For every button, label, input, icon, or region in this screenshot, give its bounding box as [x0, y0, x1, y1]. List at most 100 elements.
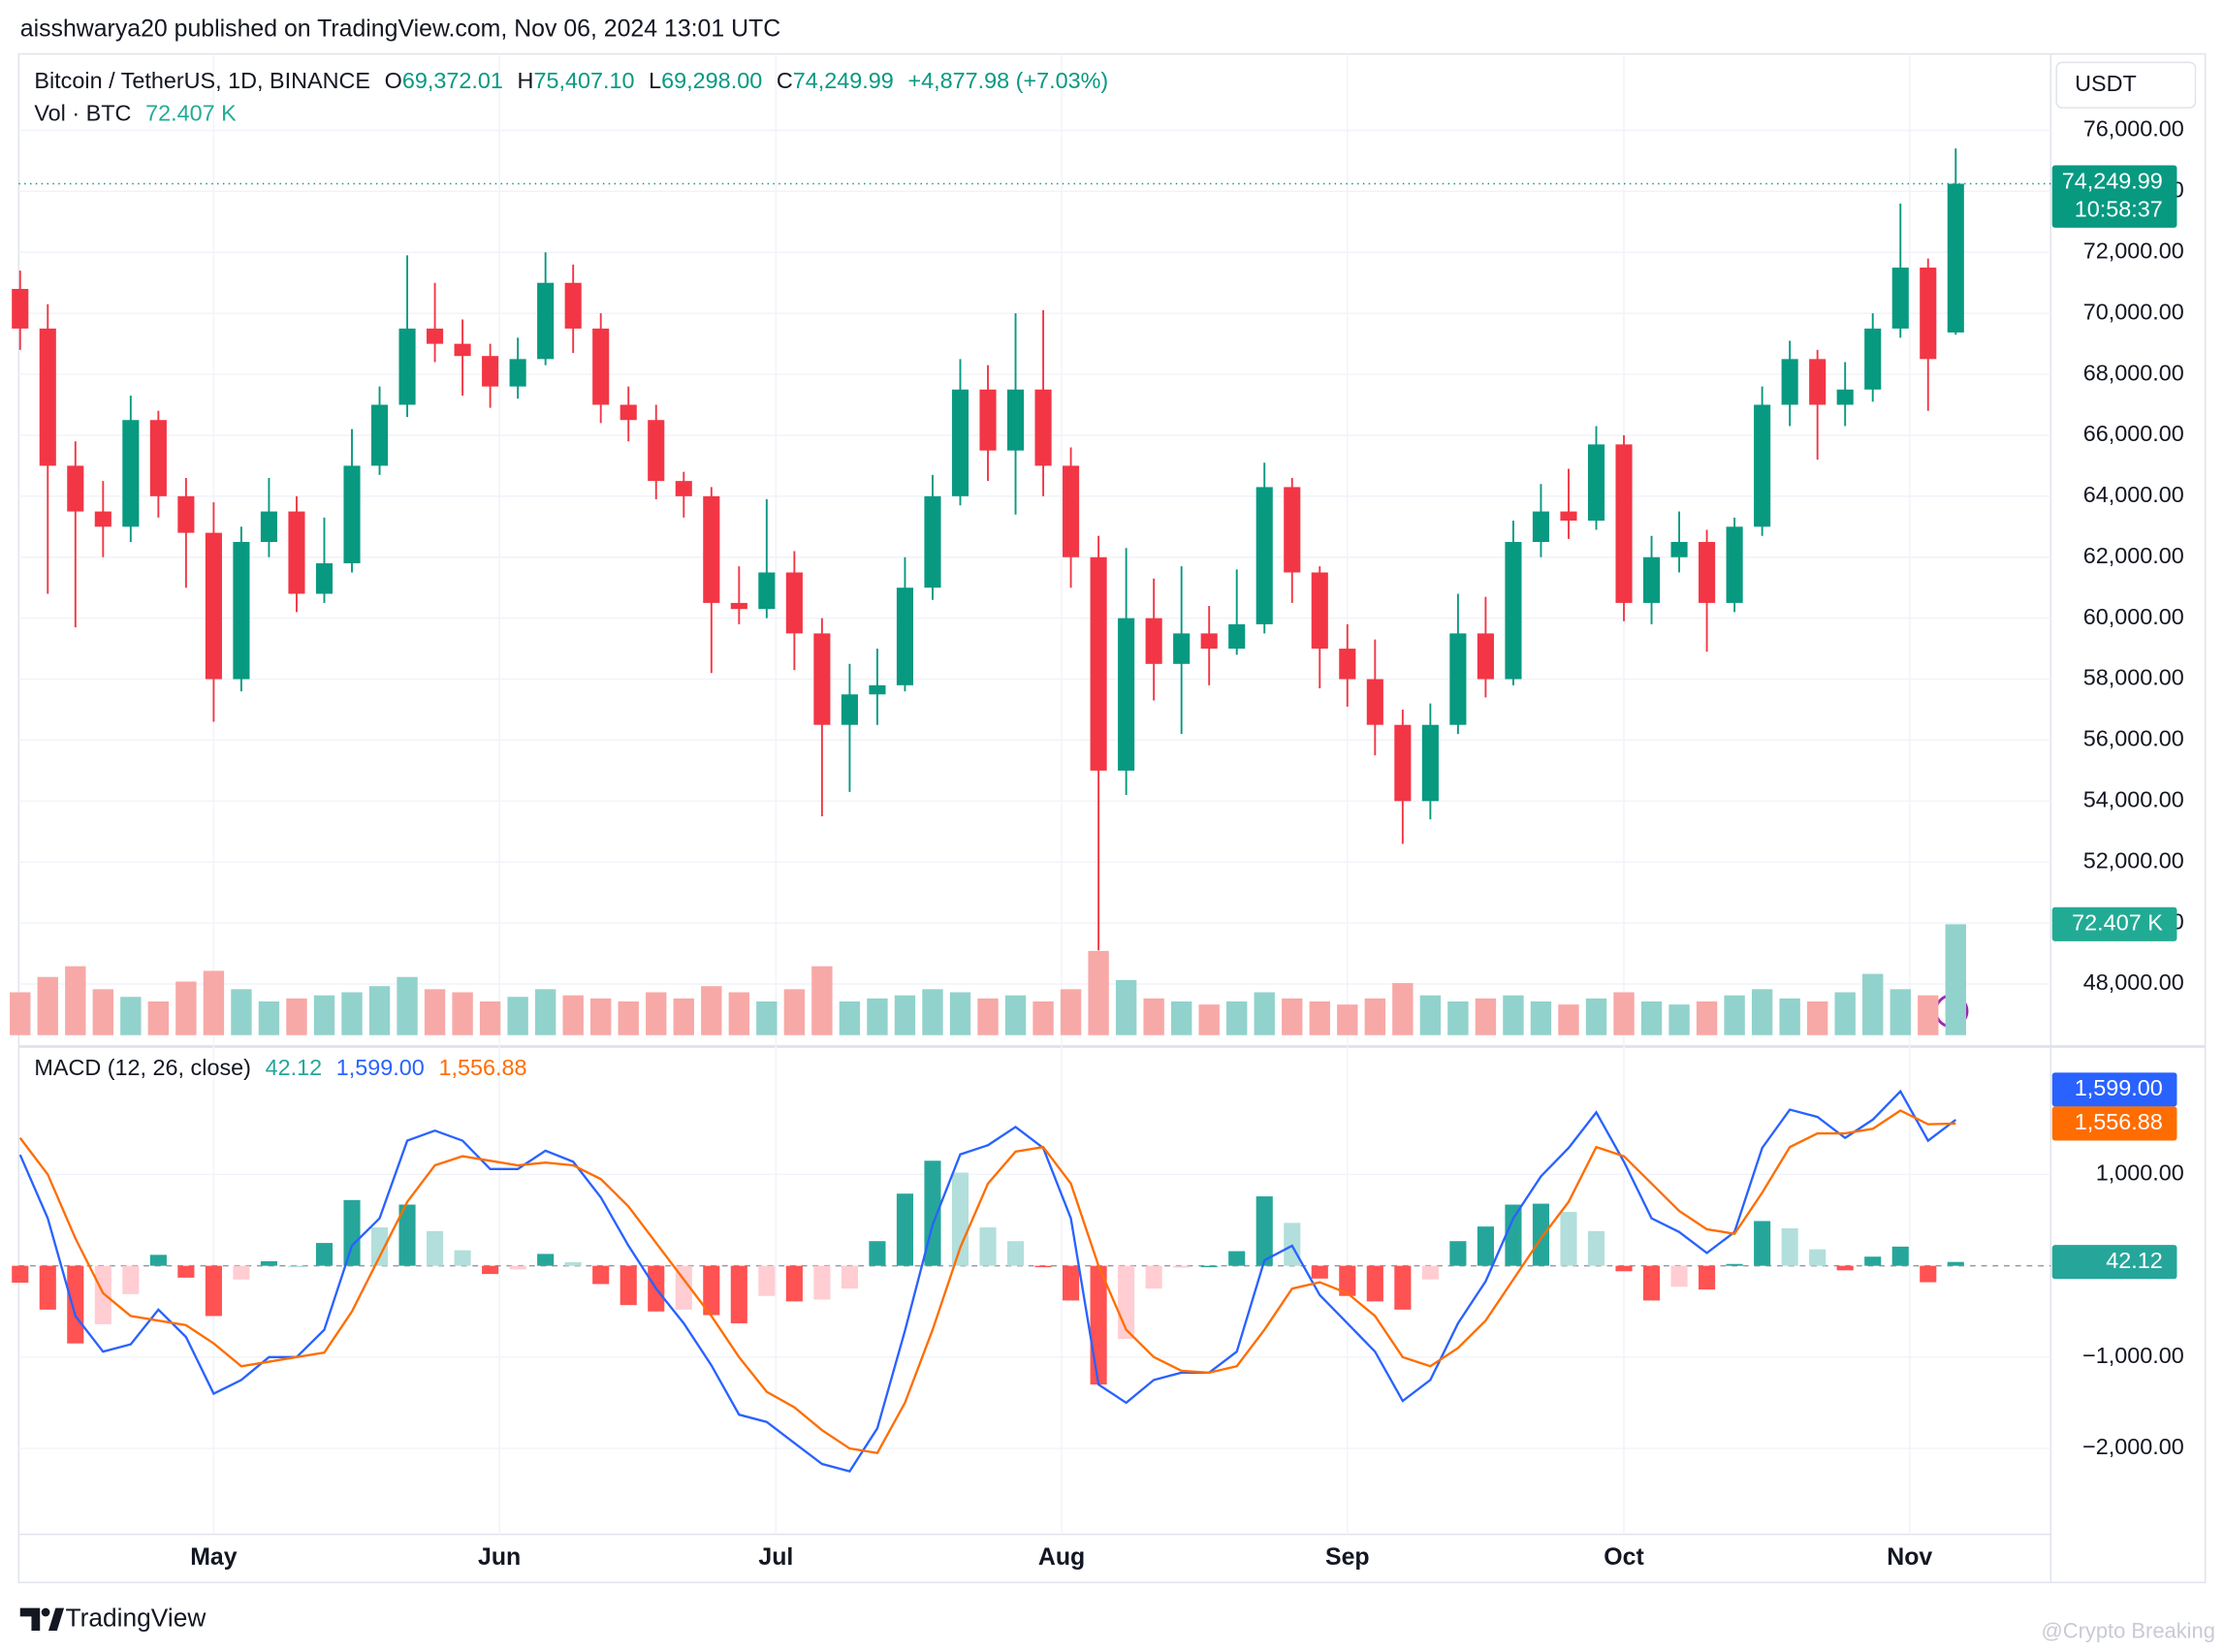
macd-line: [18, 1109, 1956, 1455]
volume-bar: [286, 998, 307, 1035]
volume-bar: [1806, 1001, 1828, 1035]
ohlc-legend: Bitcoin / TetherUS, 1D, BINANCE O69,372.0…: [34, 68, 1108, 93]
candle-body: [951, 389, 969, 496]
histogram-bar: [1063, 1265, 1080, 1301]
candle-body: [1477, 633, 1494, 680]
histogram-bar: [1587, 1230, 1605, 1266]
x-tick-label: Jul: [758, 1543, 793, 1571]
histogram-bar: [841, 1265, 858, 1289]
macd-title: MACD (12, 26, close): [34, 1055, 251, 1080]
volume-bar: [1890, 989, 1911, 1035]
candle-body: [869, 684, 886, 695]
histogram-bar: [454, 1250, 471, 1266]
candle-body: [149, 420, 167, 496]
histogram-bar: [1726, 1263, 1743, 1266]
candle-body: [398, 328, 416, 405]
x-tick-label: Jun: [478, 1543, 521, 1571]
price-label-box: [2051, 165, 2177, 228]
volume-bar: [949, 992, 971, 1035]
candle-body: [1560, 511, 1577, 522]
histogram-bar: [398, 1204, 416, 1266]
histogram-bar: [1615, 1265, 1633, 1272]
volume-bar: [1585, 998, 1607, 1035]
histogram-bar: [315, 1243, 334, 1266]
histogram-bar: [592, 1265, 610, 1285]
histogram-bar: [703, 1265, 720, 1316]
candle-body: [1006, 389, 1025, 451]
y-tick-label: 58,000.00: [2083, 665, 2184, 690]
candle-body: [1255, 487, 1273, 624]
candle-body: [12, 289, 29, 329]
price-label-text: 74,249.99: [2062, 168, 2163, 193]
histogram-bar: [1284, 1223, 1301, 1266]
histogram-bar: [427, 1230, 444, 1266]
volume-bar: [37, 976, 58, 1035]
candle-body: [1809, 359, 1827, 405]
volume-bar: [1226, 1001, 1248, 1035]
volume-bar: [977, 998, 999, 1035]
candle-body: [1670, 542, 1688, 557]
candle-body: [730, 602, 747, 610]
price-label-box: [2051, 1072, 2177, 1107]
volume-bar: [839, 1001, 861, 1035]
y-tick-label: 66,000.00: [2083, 421, 2184, 446]
histogram-bar: [177, 1265, 195, 1278]
candle-body: [841, 694, 858, 725]
candle-body: [703, 495, 720, 603]
histogram-bar: [1366, 1265, 1383, 1302]
volume-bar: [1337, 1004, 1358, 1035]
volume-bar: [368, 986, 391, 1035]
histogram-bar: [509, 1265, 526, 1270]
histogram-bar: [1394, 1265, 1412, 1310]
marks-layer: [10, 148, 2051, 1473]
volume-bar: [424, 989, 446, 1035]
histogram-bar: [1173, 1265, 1191, 1268]
y-tick-label: 62,000.00: [2083, 543, 2184, 568]
ohlc-value: 75,407.10: [533, 68, 634, 93]
candle-body: [1726, 526, 1743, 603]
volume-bar: [673, 998, 694, 1035]
volume-bar: [1862, 973, 1884, 1035]
volume-bar: [1613, 992, 1635, 1035]
histogram-bar: [1311, 1265, 1328, 1279]
candle-body: [509, 359, 526, 387]
histogram-bar: [564, 1261, 582, 1266]
histogram-bar: [1449, 1241, 1467, 1266]
histogram-bar: [1781, 1228, 1798, 1266]
candle-body: [1284, 487, 1301, 573]
labels-layer: 48,000.0050,000.0052,000.0054,000.0056,0…: [34, 68, 2183, 1571]
candle-body: [1891, 268, 1909, 329]
volume-bar: [1254, 992, 1275, 1035]
histogram-bar: [1670, 1265, 1688, 1287]
price-label-text: 10:58:37: [2075, 197, 2163, 222]
y-tick-label: 70,000.00: [2083, 299, 2184, 324]
histogram-bar: [1754, 1221, 1771, 1266]
currency-label: USDT: [2075, 71, 2137, 96]
volume-bar: [1088, 950, 1109, 1035]
histogram-bar: [675, 1265, 692, 1310]
candle-body: [1173, 633, 1191, 664]
volume-bar: [1503, 995, 1524, 1035]
candle-body: [620, 404, 637, 421]
volume-bar: [341, 992, 363, 1035]
volume-title: Vol · BTC: [34, 101, 131, 126]
volume-bar: [646, 992, 667, 1035]
price-label-box: [2051, 1106, 2177, 1141]
volume-bar: [534, 989, 556, 1035]
volume-bar: [120, 997, 142, 1035]
volume-bar: [1834, 992, 1856, 1035]
volume-bar: [1668, 1004, 1690, 1035]
macd-legend: MACD (12, 26, close) 42.12 1,599.00 1,556.8…: [34, 1055, 526, 1080]
y-tick-label: 64,000.00: [2083, 482, 2184, 507]
currency-button[interactable]: [2055, 61, 2197, 109]
x-tick-label: Nov: [1887, 1543, 1932, 1571]
candle-body: [482, 356, 499, 387]
candle-body: [370, 404, 389, 466]
candle-body: [1200, 633, 1218, 650]
price-label-text: 42.12: [2106, 1248, 2163, 1273]
candle-body: [1836, 389, 1854, 405]
candle-body: [67, 465, 84, 512]
candle-body: [233, 542, 250, 680]
histogram-bar: [813, 1265, 831, 1300]
